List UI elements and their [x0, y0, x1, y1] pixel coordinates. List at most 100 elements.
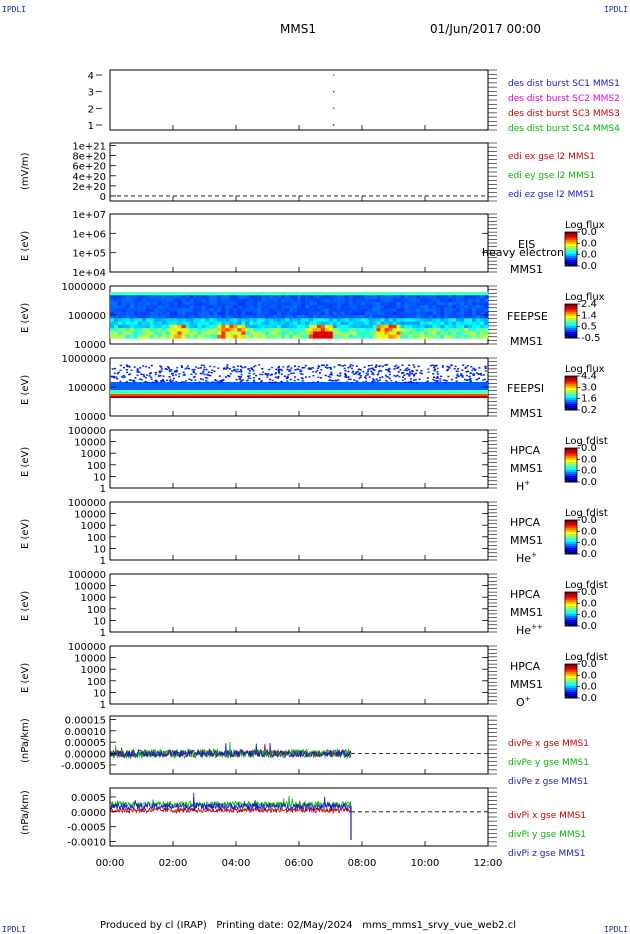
spectrogram-cell	[113, 301, 119, 306]
spectrogram-cell	[352, 311, 358, 316]
spectrogram-speckle	[395, 364, 398, 367]
spectrogram-cell	[456, 324, 461, 329]
spectrogram-cell	[113, 292, 119, 296]
spectrogram-speckle	[138, 378, 141, 380]
spectrogram-speckle	[418, 365, 421, 368]
spectrogram-cell	[432, 311, 437, 316]
spectrogram-cell	[153, 292, 159, 296]
spectrogram-cell	[432, 305, 437, 310]
spectrogram-speckle	[447, 366, 450, 368]
spectrogram-cell	[316, 305, 322, 310]
spectrogram-speckle	[469, 378, 472, 380]
spectrogram-speckle	[328, 379, 331, 382]
spectrogram-cell	[117, 318, 123, 323]
spectrogram-cell	[221, 328, 226, 333]
spectrogram-cell	[364, 308, 370, 313]
spectrogram-speckle	[174, 374, 177, 376]
spectrogram-cell	[320, 331, 326, 336]
spectrogram-cell	[432, 298, 437, 303]
spectrogram-speckle	[434, 365, 437, 367]
spectrogram-cell	[169, 301, 175, 306]
spectrogram-cell	[416, 324, 421, 329]
spectrogram-cell	[289, 321, 294, 326]
colorbar-band	[565, 604, 577, 607]
spectrogram-cell	[165, 328, 171, 333]
spectrogram-speckle	[432, 373, 435, 375]
spectrogram-cell	[241, 308, 246, 313]
spectrogram-cell	[440, 311, 445, 316]
spectrogram-speckle	[259, 373, 262, 376]
colorbar-band	[565, 402, 577, 405]
spectrogram-cell	[285, 324, 290, 329]
y-tick-label: 2e+20	[72, 182, 106, 193]
spectrogram-speckle	[183, 374, 186, 376]
spectrogram-cell	[297, 321, 302, 326]
spectrogram-cell	[265, 331, 270, 336]
spectrogram-cell	[416, 301, 421, 306]
spectrogram-cell	[396, 321, 402, 326]
spectrogram-speckle	[219, 380, 222, 382]
spectrogram-cell	[161, 321, 167, 326]
spectrogram-speckle	[432, 376, 435, 378]
spectrogram-cell	[277, 331, 282, 336]
spectrogram-cell	[133, 308, 139, 313]
spectrogram-cell	[416, 305, 421, 310]
spectrogram-cell	[229, 295, 234, 300]
spectrogram-cell	[364, 311, 370, 316]
spectrogram-cell	[169, 318, 175, 323]
spectrogram-speckle	[439, 378, 442, 380]
spectrogram-speckle	[327, 375, 330, 378]
colorbar-band	[565, 520, 577, 523]
spectrogram-cell	[456, 298, 461, 303]
spectrogram-cell	[440, 315, 445, 319]
spectrogram-cell	[412, 308, 417, 313]
spectrogram-cell	[257, 311, 262, 316]
spectrogram-cell	[137, 298, 143, 303]
spectrogram-cell	[145, 318, 151, 323]
spectrogram-cell	[480, 324, 485, 329]
spectrogram-cell	[304, 321, 310, 326]
spectrogram-cell	[141, 334, 147, 339]
spectrogram-cell	[153, 298, 159, 303]
spectrogram-cell	[169, 334, 175, 339]
spectrogram-cell	[476, 308, 481, 313]
spectrogram-cell	[201, 328, 207, 333]
spectrogram-cell	[304, 292, 310, 296]
spectrogram-speckle	[413, 379, 416, 381]
spectrogram-cell	[253, 295, 258, 300]
spectrogram-cell	[388, 324, 394, 329]
spectrogram-speckle	[342, 365, 345, 367]
colorbar-band	[565, 618, 577, 621]
spectrogram-cell	[233, 301, 238, 306]
spectrogram-cell	[312, 311, 318, 316]
spectrogram-cell	[225, 301, 230, 306]
colorbar-tick-label: 0.0	[581, 526, 597, 537]
spectrogram-speckle	[150, 378, 153, 381]
y-tick-label: 1000	[81, 665, 106, 676]
spectrogram-cell	[225, 321, 230, 326]
spectrogram-speckle	[470, 365, 473, 368]
spectrogram-cell	[452, 292, 457, 296]
spectrogram-cell	[324, 298, 330, 303]
spectrogram-speckle	[462, 364, 465, 366]
spectrogram-cell	[360, 308, 366, 313]
species-label: H+	[516, 479, 530, 493]
spectrogram-cell	[297, 308, 302, 313]
spectrogram-cell	[161, 331, 167, 336]
spectrogram-cell	[281, 315, 286, 319]
spectrogram-speckle	[193, 381, 196, 384]
spectrogram-speckle	[474, 368, 477, 371]
spectrogram-speckle	[208, 374, 211, 377]
spectrogram-cell	[149, 324, 155, 329]
spectrogram-cell	[368, 331, 374, 336]
spectrogram-cell	[261, 301, 266, 306]
spectrogram-speckle	[355, 373, 358, 375]
colorbar-band	[565, 408, 577, 411]
series-line	[109, 742, 352, 760]
spectrogram-cell	[448, 334, 453, 339]
spectrogram-cell	[133, 298, 139, 303]
spectrogram-cell	[380, 315, 386, 319]
spectrogram-cell	[253, 315, 258, 319]
spectrogram-cell	[456, 328, 461, 333]
spectrogram-cell	[157, 311, 163, 316]
